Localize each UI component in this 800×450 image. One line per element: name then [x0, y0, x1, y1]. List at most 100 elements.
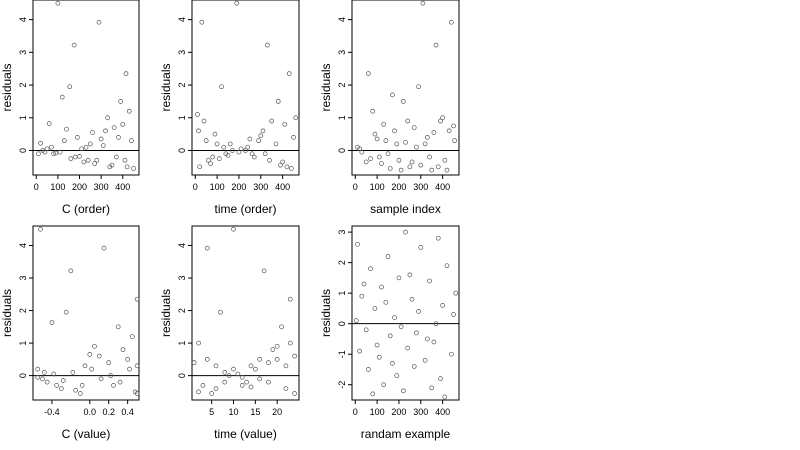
point	[429, 385, 435, 391]
point	[438, 376, 443, 381]
y-tick-label: 2	[18, 83, 28, 88]
point	[67, 84, 73, 90]
point	[201, 118, 207, 124]
point	[42, 370, 47, 375]
point	[81, 159, 87, 165]
x-tick-label: 100	[210, 182, 225, 192]
y-tick-label: 2	[18, 308, 28, 313]
point	[38, 140, 43, 146]
point	[82, 363, 88, 369]
point	[68, 268, 74, 274]
y-tick-label: 0	[337, 148, 347, 153]
plot-frame	[351, 0, 460, 176]
point	[357, 146, 362, 152]
point	[122, 157, 128, 163]
point	[376, 354, 382, 360]
point	[394, 141, 400, 147]
point	[438, 118, 443, 124]
y-axis-label: residuals	[0, 63, 14, 111]
point	[111, 383, 116, 388]
point	[90, 130, 95, 135]
point	[291, 135, 296, 140]
y-tick-label: 0	[177, 148, 187, 153]
point	[381, 382, 387, 388]
point	[275, 99, 281, 104]
point	[266, 379, 271, 385]
point	[283, 386, 289, 391]
point	[390, 92, 395, 98]
point	[381, 121, 387, 127]
point	[451, 312, 456, 317]
point	[204, 245, 210, 251]
point	[44, 146, 50, 152]
point	[62, 138, 67, 144]
point	[372, 131, 378, 137]
point	[126, 108, 132, 114]
point	[221, 144, 227, 150]
point	[134, 296, 140, 302]
panel-2: 0 100 200 300 400 0 1 2 3 4 time (order) residuals	[159, 0, 300, 216]
point	[387, 166, 393, 171]
point	[68, 156, 74, 161]
point	[54, 383, 60, 388]
point	[440, 303, 445, 308]
panel-6: 0 100 200 300 400 -2 -1 0 1 2 3 randam example resid…	[319, 225, 460, 441]
y-tick-label: -1	[337, 350, 347, 358]
panel-3: 0 100 200 300 400 0 1 2 3 4 sample index residuals	[319, 0, 460, 216]
point	[422, 141, 428, 147]
point	[387, 333, 393, 339]
point	[376, 154, 382, 160]
point	[359, 293, 365, 299]
point	[213, 386, 219, 391]
y-tick-label: 0	[337, 321, 347, 326]
point	[411, 364, 417, 369]
point	[431, 339, 437, 345]
point	[131, 166, 136, 171]
x-axis-label: C (order)	[62, 202, 110, 216]
point	[98, 376, 104, 382]
point	[368, 156, 373, 161]
point	[383, 299, 389, 305]
y-tick-label: 2	[177, 83, 187, 88]
point	[239, 383, 245, 388]
point	[115, 324, 121, 330]
point	[418, 245, 424, 250]
point	[106, 360, 112, 365]
point	[370, 108, 376, 114]
point	[216, 156, 222, 161]
point	[36, 151, 41, 157]
x-tick-label: 300	[413, 407, 428, 417]
point	[206, 157, 211, 163]
point	[452, 138, 457, 144]
point	[398, 324, 404, 330]
point	[92, 343, 97, 349]
x-tick-label: 400	[435, 407, 450, 417]
point	[236, 149, 242, 155]
point	[72, 154, 78, 160]
point	[267, 157, 272, 163]
y-axis-label: residuals	[159, 289, 173, 337]
y-tick-label: 3	[337, 50, 347, 55]
y-tick-label: 1	[18, 115, 28, 120]
point	[79, 383, 85, 388]
point	[130, 334, 135, 339]
plot-frame	[351, 225, 460, 401]
point	[440, 115, 445, 121]
x-tick-label: 0.2	[102, 407, 115, 417]
plot-frame	[32, 225, 140, 401]
point	[368, 266, 373, 272]
y-tick-label: 4	[18, 243, 28, 248]
point	[196, 340, 201, 346]
point	[85, 157, 91, 163]
y-tick-label: 2	[177, 308, 187, 313]
point	[431, 130, 437, 135]
point	[398, 167, 404, 173]
point	[392, 128, 397, 134]
point	[239, 374, 245, 380]
point	[231, 226, 236, 232]
point	[209, 391, 215, 396]
point	[252, 366, 258, 372]
point	[372, 306, 378, 311]
point	[116, 135, 121, 140]
